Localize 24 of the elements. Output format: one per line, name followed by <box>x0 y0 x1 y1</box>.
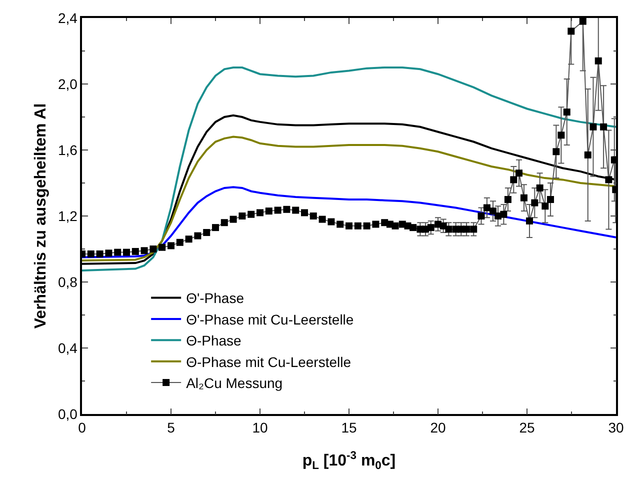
y-tick-label: 0,8 <box>58 274 78 290</box>
x-tick-label: 25 <box>519 420 535 436</box>
x-tick-label: 5 <box>167 420 176 436</box>
y-tick-label: 2,0 <box>58 76 78 92</box>
line-series <box>82 136 616 262</box>
legend-label: Al₂Cu Messung <box>186 375 283 392</box>
line-series <box>82 66 616 272</box>
y-tick-label: 2,4 <box>58 10 78 26</box>
y-axis-title: Verhältnis zu ausgeheiltem Al <box>32 103 50 329</box>
x-tick-label: 20 <box>430 420 446 436</box>
x-tick-label: 0 <box>78 420 86 436</box>
y-tick-label: 0,4 <box>58 340 78 356</box>
legend-label: Θ'-Phase mit Cu-Leerstelle <box>186 311 354 328</box>
y-tick-label: 0,0 <box>58 406 78 422</box>
y-tick-label: 1,6 <box>58 142 78 158</box>
legend-label: Θ'-Phase <box>186 290 244 306</box>
x-tick-label: 10 <box>252 420 268 436</box>
x-tick-label: 30 <box>608 420 624 436</box>
x-axis-title: p$_{L}$ [10$^{-3}$ m$_{0}$c] <box>302 450 396 472</box>
legend-label: Θ-Phase <box>186 332 242 349</box>
line-series <box>82 186 616 258</box>
y-tick-label: 1,2 <box>58 208 78 224</box>
legend-label: Θ-Phase mit Cu-Leerstelle <box>186 354 352 370</box>
x-tick-label: 15 <box>341 420 357 436</box>
